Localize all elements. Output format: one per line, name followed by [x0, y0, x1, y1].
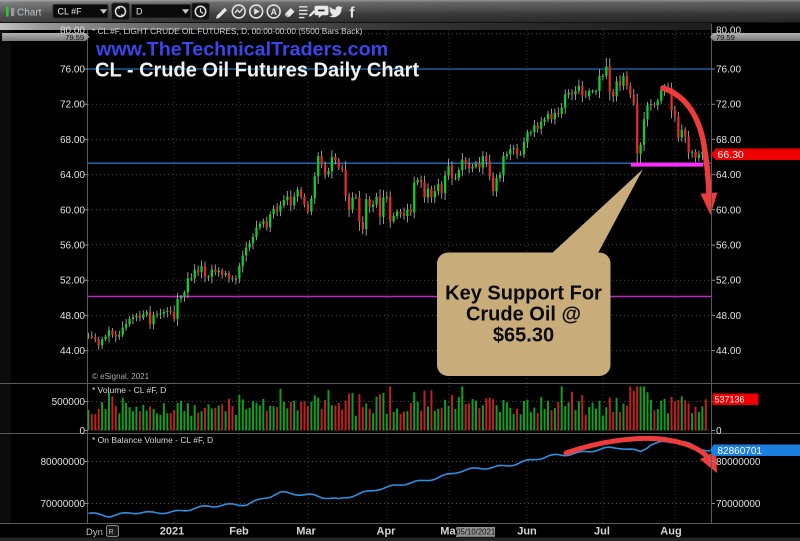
- svg-text:80.00: 80.00: [716, 26, 741, 37]
- svg-text:64.00: 64.00: [60, 170, 85, 181]
- svg-text:64.00: 64.00: [716, 170, 741, 181]
- svg-text:60.00: 60.00: [60, 205, 85, 216]
- svg-text:* On Balance Volume - CL #F, D: * On Balance Volume - CL #F, D: [92, 435, 213, 445]
- svg-text:80000000: 80000000: [41, 457, 86, 468]
- svg-text:52.00: 52.00: [60, 276, 85, 287]
- svg-text:48.00: 48.00: [716, 311, 741, 322]
- svg-text:70000000: 70000000: [716, 499, 761, 510]
- svg-text:68.00: 68.00: [716, 135, 741, 146]
- svg-text:76.00: 76.00: [60, 65, 85, 76]
- svg-text:79.59: 79.59: [716, 33, 735, 42]
- svg-text:82860701: 82860701: [718, 446, 763, 457]
- svg-text:Crude Oil @: Crude Oil @: [466, 304, 581, 326]
- svg-text:© eSignal, 2021: © eSignal, 2021: [92, 372, 150, 381]
- svg-text:44.00: 44.00: [716, 346, 741, 357]
- svg-text:Jul: Jul: [594, 526, 610, 538]
- svg-text:Jun: Jun: [517, 526, 537, 538]
- svg-text:2021: 2021: [160, 526, 184, 538]
- svg-text:79.59: 79.59: [65, 33, 84, 42]
- svg-text:$65.30: $65.30: [493, 325, 554, 347]
- svg-text:Feb: Feb: [229, 526, 249, 538]
- svg-text:Chart: Chart: [17, 8, 42, 19]
- svg-text:52.00: 52.00: [716, 276, 741, 287]
- svg-text:56.00: 56.00: [60, 241, 85, 252]
- svg-text:70000000: 70000000: [41, 499, 86, 510]
- svg-text:76.00: 76.00: [716, 65, 741, 76]
- svg-text:CL #F: CL #F: [58, 7, 83, 17]
- svg-text:68.00: 68.00: [60, 135, 85, 146]
- svg-text:R: R: [109, 529, 114, 536]
- svg-text:0: 0: [716, 426, 722, 437]
- svg-text:56.00: 56.00: [716, 241, 741, 252]
- svg-text:66.30: 66.30: [718, 149, 744, 161]
- svg-text:Aug: Aug: [660, 526, 681, 538]
- svg-text:80000000: 80000000: [716, 457, 761, 468]
- svg-text:537136: 537136: [715, 395, 745, 405]
- svg-text:48.00: 48.00: [60, 311, 85, 322]
- svg-text:80.00: 80.00: [60, 26, 85, 37]
- svg-text:Key Support For: Key Support For: [445, 283, 602, 305]
- svg-text:f: f: [350, 5, 356, 22]
- svg-text:Apr: Apr: [377, 526, 397, 538]
- svg-text:* CL #F, LIGHT CRUDE OIL FUTUR: * CL #F, LIGHT CRUDE OIL FUTURES, D, 00:…: [92, 26, 363, 36]
- svg-text:72.00: 72.00: [716, 100, 741, 111]
- svg-text:A: A: [270, 7, 277, 17]
- svg-text:500000: 500000: [52, 397, 86, 408]
- svg-text:www.TheTechnicalTraders.com: www.TheTechnicalTraders.com: [95, 39, 388, 61]
- svg-text:CL - Crude Oil Futures Daily C: CL - Crude Oil Futures Daily Chart: [95, 60, 419, 82]
- svg-text:Dyn: Dyn: [86, 527, 103, 538]
- svg-text:44.00: 44.00: [60, 346, 85, 357]
- svg-text:D: D: [136, 7, 143, 17]
- svg-text:60.00: 60.00: [716, 205, 741, 216]
- svg-text:05/10/2021: 05/10/2021: [456, 528, 495, 537]
- svg-text:0: 0: [79, 426, 85, 437]
- svg-text:72.00: 72.00: [60, 100, 85, 111]
- svg-text:Mar: Mar: [296, 526, 316, 538]
- svg-text:* Volume - CL #F, D: * Volume - CL #F, D: [92, 385, 166, 395]
